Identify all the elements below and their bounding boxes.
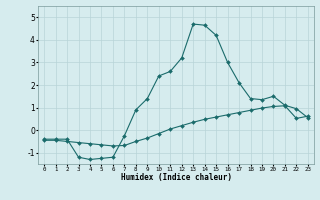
X-axis label: Humidex (Indice chaleur): Humidex (Indice chaleur) (121, 173, 231, 182)
